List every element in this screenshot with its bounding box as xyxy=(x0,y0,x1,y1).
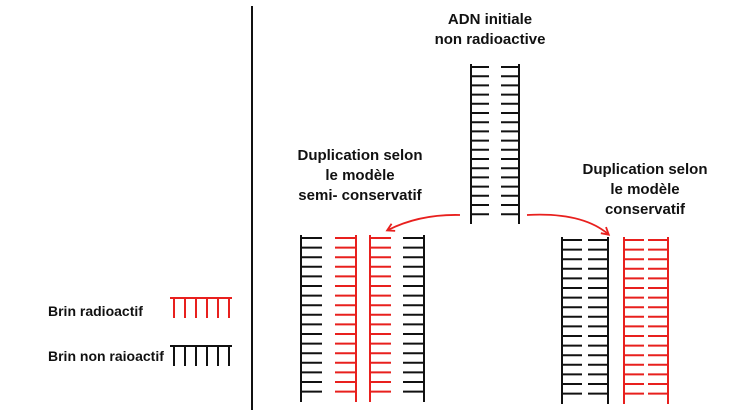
semi-mol2-strand-right xyxy=(403,235,425,402)
cons-mol2-strand-left xyxy=(623,237,644,404)
cons-mol2-strand-right xyxy=(648,237,669,404)
label-cons-line-2: le modèle xyxy=(610,181,680,198)
label-semi-conservative: Duplication selon le modèle semi- conser… xyxy=(260,146,460,206)
initial-strand-left xyxy=(470,64,489,224)
label-conservative: Duplication selon le modèle conservatif xyxy=(560,160,730,220)
cons-mol1-strand-right xyxy=(588,237,609,404)
legend-radioactive-swatch xyxy=(170,297,232,318)
arrow-semi-conservative xyxy=(385,214,461,232)
legend-non-radioactive-label: Brin non raioactif xyxy=(48,348,164,364)
semi-mol1-strand-left xyxy=(300,235,322,402)
label-cons-line-3: conservatif xyxy=(604,201,686,218)
semi-mol1-strand-right xyxy=(335,235,357,402)
legend-non-radioactive-swatch xyxy=(170,345,232,366)
arrow-conservative xyxy=(526,213,611,236)
label-cons-line-1: Duplication selon xyxy=(582,161,708,178)
label-semi-line-3: semi- conservatif xyxy=(298,187,422,204)
label-semi-line-1: Duplication selon xyxy=(297,147,423,164)
semi-mol2-strand-left xyxy=(369,235,391,402)
label-initial-line-2: non radioactive xyxy=(434,31,546,48)
label-initial-line-1: ADN initiale xyxy=(447,11,533,28)
cons-mol1-strand-left xyxy=(561,237,582,404)
dna-layer xyxy=(170,64,669,404)
legend-radioactive-label: Brin radioactif xyxy=(48,303,143,319)
label-semi-line-2: le modèle xyxy=(325,167,395,184)
label-initial-dna: ADN initiale non radioactive xyxy=(400,10,580,50)
initial-strand-right xyxy=(501,64,520,224)
